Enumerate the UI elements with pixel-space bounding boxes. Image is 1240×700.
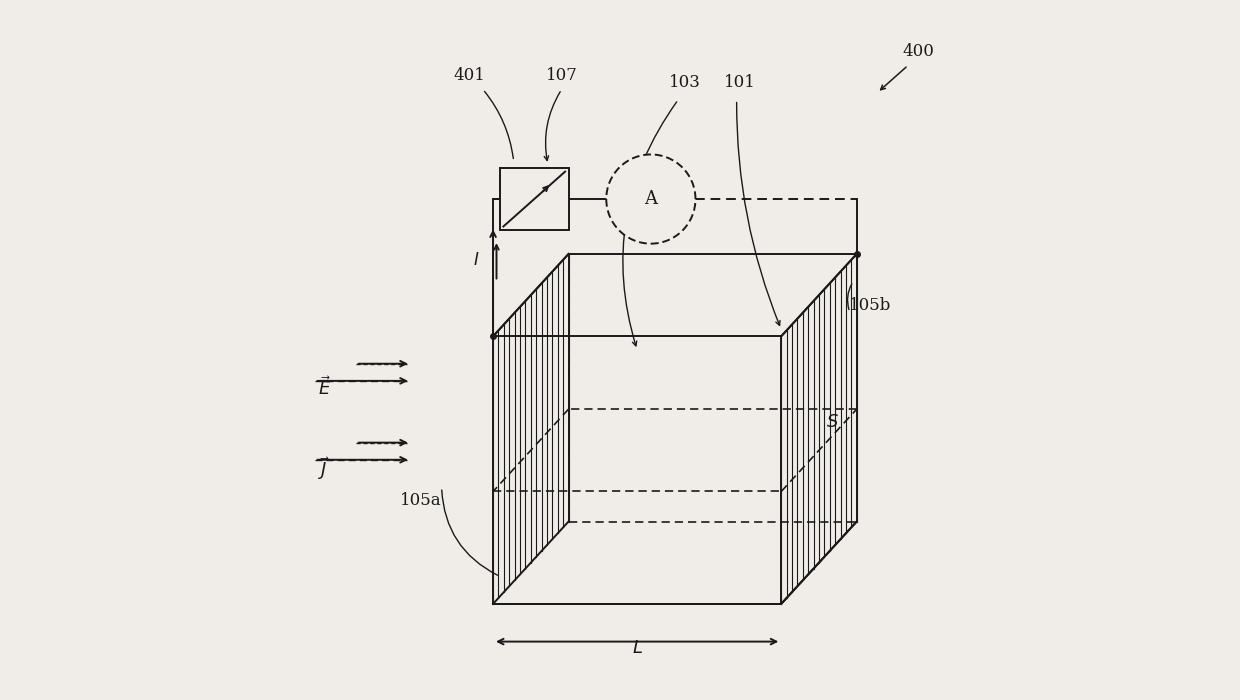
Circle shape <box>606 155 696 244</box>
Text: 105b: 105b <box>849 297 892 314</box>
Text: 103: 103 <box>670 74 701 91</box>
Text: 107: 107 <box>546 67 578 84</box>
Bar <box>500 168 569 230</box>
Text: $S$: $S$ <box>826 413 839 431</box>
Text: $\vec{E}$: $\vec{E}$ <box>319 376 331 399</box>
Text: 400: 400 <box>903 43 935 60</box>
Text: 401: 401 <box>453 67 485 84</box>
Text: 101: 101 <box>724 74 756 91</box>
Text: $\vec{J}$: $\vec{J}$ <box>319 455 330 482</box>
Text: A: A <box>645 190 657 208</box>
Text: $L$: $L$ <box>631 640 642 657</box>
Text: $I$: $I$ <box>472 252 480 270</box>
Text: 105a: 105a <box>401 492 441 510</box>
